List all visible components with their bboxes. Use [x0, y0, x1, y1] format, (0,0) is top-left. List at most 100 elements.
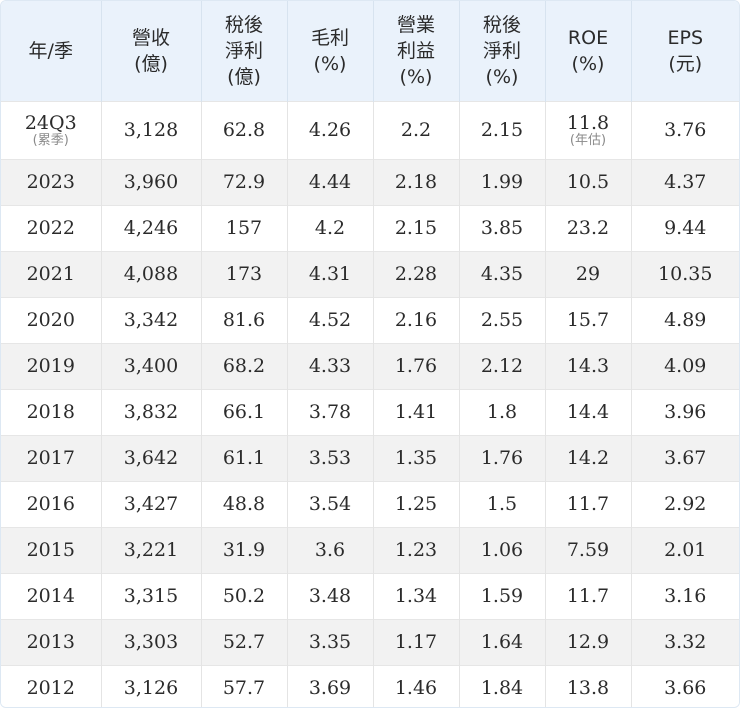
eps-cell: 3.67	[630, 434, 739, 481]
cell-value: 11.7	[566, 493, 610, 515]
cell-value: 2.28	[394, 263, 438, 285]
cell-value: 4,088	[123, 263, 179, 285]
cell-value: 68.2	[222, 355, 266, 377]
eps-cell: 3.76	[630, 100, 739, 159]
net-margin-cell: 1.76	[458, 434, 545, 481]
roe-cell: 14.4	[544, 388, 631, 435]
period-cell: 2015	[1, 526, 101, 573]
gross-margin-cell: 4.31	[286, 250, 373, 297]
revenue-cell: 3,315	[100, 572, 201, 619]
cell-value: 11.7	[566, 585, 610, 607]
cell-value: 1.8	[486, 401, 518, 423]
header-row: 年/季 營收 (億) 稅後 淨利 (億) 毛利 (%) 營業 利益 (%) 稅後 淨利 (%) ROE (%)…	[1, 1, 739, 101]
revenue-cell: 3,832	[100, 388, 201, 435]
net-margin-cell: 1.5	[458, 480, 545, 527]
cell-value: 1.25	[394, 493, 438, 515]
revenue-cell: 3,960	[100, 158, 201, 205]
operating-margin-cell: 1.35	[372, 434, 459, 481]
header-label-line: (%)	[485, 65, 519, 88]
period-cell: 2023	[1, 158, 101, 205]
cell-value: 1.99	[480, 171, 524, 193]
net-income-cell: 62.8	[200, 100, 287, 159]
net-income-cell: 50.2	[200, 572, 287, 619]
cell-value: 1.17	[394, 631, 438, 653]
period-cell: 2014	[1, 572, 101, 619]
cell-value: 3.69	[308, 677, 352, 700]
gross-margin-cell: 4.44	[286, 158, 373, 205]
cell-value: 2018	[26, 401, 75, 423]
cell-value: 4.52	[308, 309, 352, 331]
net-margin-cell: 4.35	[458, 250, 545, 297]
revenue-cell: 3,221	[100, 526, 201, 573]
roe-cell: 11.7	[544, 572, 631, 619]
net-income-cell: 173	[200, 250, 287, 297]
cell-value: 1.5	[486, 493, 518, 515]
cell-value: 2.18	[394, 171, 438, 193]
cell-note: (年估)	[569, 132, 607, 148]
header-label-line: 營收	[131, 26, 170, 49]
cell-value: 3.66	[664, 677, 707, 700]
cell-value: 1.59	[480, 585, 524, 607]
cell-value: 2020	[26, 309, 75, 331]
gross-margin-cell: 3.6	[286, 526, 373, 573]
header-label-line: 年/季	[28, 39, 73, 62]
revenue-cell: 3,303	[100, 618, 201, 665]
cell-value: 7.59	[566, 539, 610, 561]
header-operating-margin: 營業 利益 (%)	[372, 1, 459, 101]
cell-value: 4.26	[308, 119, 352, 141]
net-margin-cell: 2.55	[458, 296, 545, 343]
eps-cell: 10.35	[630, 250, 739, 297]
cell-value: 2012	[26, 677, 75, 700]
eps-cell: 4.89	[630, 296, 739, 343]
header-label-line: 營業	[396, 13, 435, 36]
cell-value: 2.15	[394, 217, 438, 239]
cell-value: 3.76	[664, 119, 707, 141]
cell-value: 1.64	[480, 631, 524, 653]
header-label-line: (%)	[313, 52, 347, 75]
table-row: 2016 3,427 48.8 3.54 1.25 1.5 11.7 2.92	[1, 480, 739, 527]
table-row: 2013 3,303 52.7 3.35 1.17 1.64 12.9 3.32	[1, 618, 739, 665]
cell-value: 2.15	[480, 119, 524, 141]
cell-value: 1.23	[394, 539, 438, 561]
cell-value: 3,315	[123, 585, 179, 607]
header-label-line: (億)	[134, 52, 168, 75]
header-net-margin: 稅後 淨利 (%)	[458, 1, 545, 101]
eps-cell: 9.44	[630, 204, 739, 251]
roe-cell: 29	[544, 250, 631, 297]
revenue-cell: 3,400	[100, 342, 201, 389]
operating-margin-cell: 1.41	[372, 388, 459, 435]
cell-value: 81.6	[222, 309, 266, 331]
cell-value: 4.2	[314, 217, 346, 239]
gross-margin-cell: 3.54	[286, 480, 373, 527]
cell-value: 14.2	[566, 447, 610, 469]
net-margin-cell: 1.59	[458, 572, 545, 619]
net-margin-cell: 3.85	[458, 204, 545, 251]
eps-cell: 3.16	[630, 572, 739, 619]
cell-value: 13.8	[566, 677, 610, 700]
cell-value: 2022	[26, 217, 75, 239]
cell-value: 15.7	[566, 309, 610, 331]
table-row: 2022 4,246 157 4.2 2.15 3.85 23.2 9.44	[1, 204, 739, 251]
cell-value: 10.5	[566, 171, 610, 193]
cell-note: (累季)	[32, 132, 69, 148]
cell-value: 3.85	[480, 217, 524, 239]
header-label-line: (%)	[399, 65, 433, 88]
net-income-cell: 81.6	[200, 296, 287, 343]
table-row: 2015 3,221 31.9 3.6 1.23 1.06 7.59 2.01	[1, 526, 739, 573]
cell-value: 14.4	[566, 401, 610, 423]
header-label-line: ROE	[567, 26, 609, 49]
gross-margin-cell: 4.52	[286, 296, 373, 343]
cell-value: 23.2	[566, 217, 610, 239]
cell-value: 31.9	[222, 539, 266, 561]
net-income-cell: 66.1	[200, 388, 287, 435]
eps-cell: 4.09	[630, 342, 739, 389]
net-margin-cell: 2.15	[458, 100, 545, 159]
period-cell: 2012	[1, 664, 101, 707]
cell-value: 3,128	[123, 119, 179, 141]
roe-cell: 12.9	[544, 618, 631, 665]
table-body: 24Q3 (累季) 3,128 62.8 4.26 2.2 2.15 11.8 (年估) 3.76…	[1, 100, 739, 707]
roe-cell: 10.5	[544, 158, 631, 205]
cell-value: 48.8	[222, 493, 266, 515]
